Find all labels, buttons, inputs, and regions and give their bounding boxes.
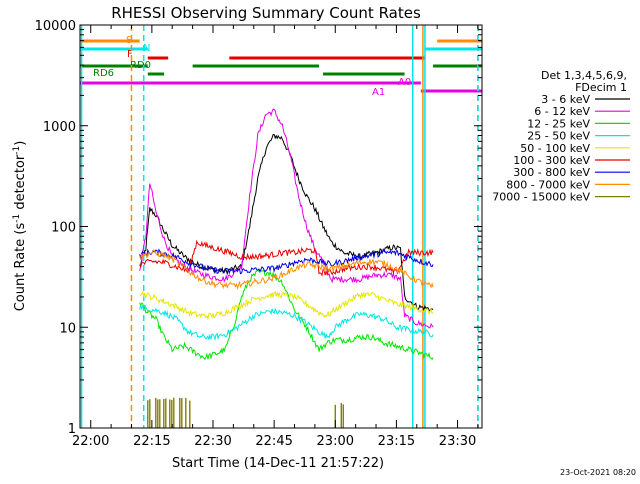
y-axis-label-main: Count Rate (s	[13, 223, 28, 312]
legend-label: 7000 - 15000 keV	[492, 191, 590, 204]
series-800-7000-kev	[139, 249, 434, 290]
y-tick-label: 1000	[43, 120, 76, 135]
high-energy-bursts	[147, 397, 344, 428]
flag-label-rd0: RD0	[130, 60, 151, 71]
legend-label: 50 - 100 keV	[520, 142, 590, 155]
x-tick-labels: 22:00 22:15 22:30 22:45 23:00 23:15 23:30	[72, 434, 476, 449]
series-6-12-kev	[139, 108, 434, 329]
legend-label: 800 - 7000 keV	[506, 178, 590, 191]
x-tick-label: 23:15	[378, 434, 415, 449]
legend-label: 300 - 800 keV	[513, 166, 590, 179]
x-tick-label: 22:15	[133, 434, 170, 449]
y-axis-label-mid: detector	[13, 154, 28, 214]
chart-title: RHESSI Observing Summary Count Rates	[111, 4, 421, 22]
legend-header-1: Det 1,3,4,5,6,9,	[541, 69, 627, 82]
y-tick-label: 100	[51, 221, 76, 236]
y-axis-label-end: )	[13, 141, 28, 146]
x-tick-label: 23:00	[317, 434, 354, 449]
flag-label-a0: A0	[398, 77, 411, 88]
plot-frame	[79, 24, 483, 429]
flag-label-f: F	[127, 49, 133, 60]
axis-ticks	[80, 24, 482, 429]
attenuator-markers	[80, 25, 479, 428]
series-25-50-kev	[139, 304, 434, 342]
series-lines	[139, 108, 434, 361]
footer-timestamp: 23-Oct-2021 08:20	[560, 468, 636, 477]
legend-header-2: FDecim 1	[575, 81, 627, 94]
series-3-6-kev	[139, 133, 434, 313]
flag-label-s: S	[126, 35, 132, 46]
y-tick-label: 10	[59, 321, 76, 336]
series-300-800-kev	[139, 248, 434, 275]
y-axis-label: Count Rate (s-1 detector-1)	[12, 141, 28, 312]
flag-label-n: N	[143, 43, 150, 54]
x-axis-label: Start Time (14-Dec-11 21:57:22)	[172, 456, 384, 471]
legend-label: 3 - 6 keV	[541, 93, 590, 106]
y-axis-label-sup2: -1	[12, 146, 22, 155]
x-tick-label: 22:45	[255, 434, 292, 449]
series-12-25-kev	[139, 269, 434, 361]
legend-label: 25 - 50 keV	[527, 130, 590, 143]
y-tick-label: 10000	[35, 19, 76, 34]
x-tick-label: 22:00	[72, 434, 109, 449]
y-axis-label-sup1: -1	[12, 214, 22, 223]
flag-label-a1: A1	[372, 87, 385, 98]
series-50-100-kev	[139, 290, 434, 321]
y-tick-labels: 1 10 100 1000 10000	[35, 19, 76, 437]
legend-label: 12 - 25 keV	[527, 117, 590, 130]
legend-label: 6 - 12 keV	[534, 105, 590, 118]
flag-label-rd6: RD6	[93, 68, 114, 79]
series-100-300-kev	[139, 239, 434, 277]
legend-label: 100 - 300 keV	[513, 154, 590, 167]
y-tick-label: 1	[68, 422, 76, 437]
x-tick-label: 22:30	[194, 434, 231, 449]
x-tick-label: 23:30	[439, 434, 476, 449]
